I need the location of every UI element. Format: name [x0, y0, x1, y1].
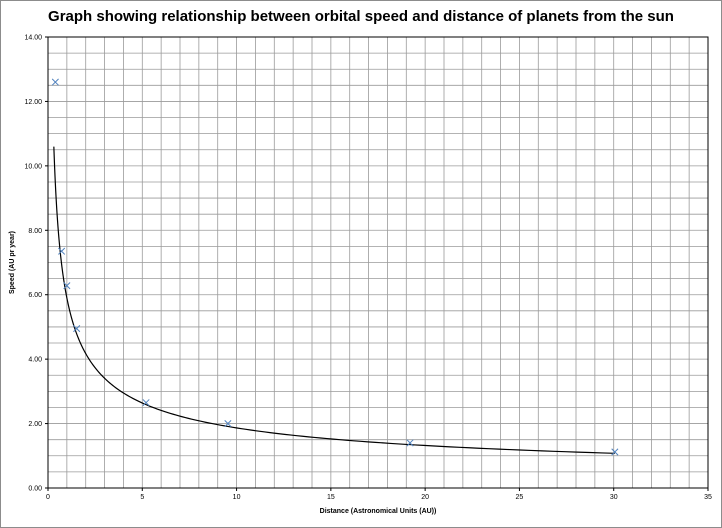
- data-point: [51, 78, 59, 86]
- x-tick-label: 35: [704, 494, 712, 501]
- x-axis-ticks: 0 5 10 15 20 25 30 35: [46, 488, 712, 501]
- gridlines: [48, 37, 708, 488]
- x-tick-label: 25: [516, 494, 524, 501]
- data-points: [51, 78, 619, 456]
- x-axis-label: Distance (Astronomical Units (AU)): [320, 508, 437, 515]
- data-point: [611, 448, 619, 456]
- chart-title: Graph showing relationship between orbit…: [48, 8, 674, 25]
- plot-area: [47, 36, 709, 489]
- y-tick-label: 0.00: [28, 486, 42, 493]
- x-tick-label: 0: [46, 494, 50, 501]
- x-tick-label: 5: [140, 494, 144, 501]
- data-point: [142, 399, 150, 407]
- y-tick-label: 14.00: [24, 35, 42, 42]
- data-point: [73, 324, 81, 333]
- y-axis-ticks: 0.00 2.00 4.00 6.00 8.00 10.00 12.00 14.00: [24, 35, 48, 493]
- y-axis-label: Speed (AU pr year): [9, 231, 16, 294]
- data-point: [58, 247, 66, 255]
- y-tick-label: 4.00: [28, 357, 42, 364]
- data-point: [406, 439, 414, 447]
- y-tick-label: 12.00: [24, 99, 42, 106]
- x-tick-label: 30: [610, 494, 618, 501]
- trendline: [53, 146, 615, 454]
- y-tick-label: 10.00: [24, 163, 42, 170]
- data-point: [224, 420, 232, 428]
- x-tick-label: 10: [233, 494, 241, 501]
- data-point: [63, 282, 71, 290]
- y-tick-label: 8.00: [28, 228, 42, 235]
- y-tick-label: 2.00: [28, 421, 42, 428]
- x-tick-label: 15: [327, 494, 335, 501]
- y-tick-label: 6.00: [28, 292, 42, 299]
- x-tick-label: 20: [421, 494, 429, 501]
